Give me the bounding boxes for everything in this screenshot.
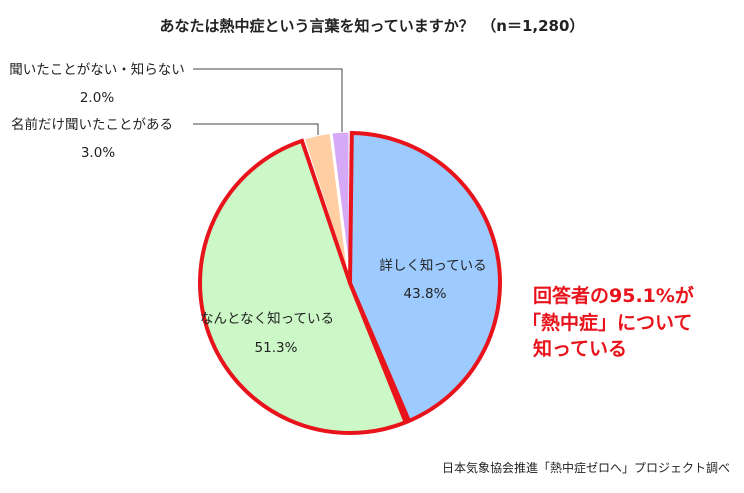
slice-label-shiranai: 聞いたことがない・知らない bbox=[9, 61, 185, 78]
callout-line-3: 知っている bbox=[533, 337, 627, 360]
callout-line-1: 回答者の95.1%が bbox=[533, 284, 694, 307]
callout-text: 回答者の95.1%が 「熱中症」について 知っている bbox=[522, 284, 694, 360]
slice-kuwashiku-highlight bbox=[347, 130, 502, 424]
slice-label-kuwashiku: 詳しく知っている bbox=[379, 257, 486, 274]
callout-line-2: 「熱中症」について bbox=[522, 311, 692, 334]
source-note: 日本気象協会推進「熱中症ゼロへ」プロジェクト調べ bbox=[442, 460, 730, 475]
slice-label-namae-dake: 名前だけ聞いたことがある bbox=[11, 116, 173, 133]
slice-label-nantonaku: なんとなく知っている bbox=[200, 310, 334, 327]
leader-line-namae-dake bbox=[193, 123, 319, 135]
slice-nantonaku-highlight bbox=[198, 138, 409, 435]
slice-value-kuwashiku: 43.8% bbox=[404, 286, 447, 302]
slice-value-namae-dake: 3.0% bbox=[81, 145, 115, 161]
leader-line-shiranai bbox=[193, 68, 343, 132]
slice-value-shiranai: 2.0% bbox=[80, 90, 114, 106]
slice-value-nantonaku: 51.3% bbox=[255, 340, 298, 356]
chart-title: あなたは熱中症という言葉を知っていますか？ （n＝1,280） bbox=[160, 17, 585, 35]
